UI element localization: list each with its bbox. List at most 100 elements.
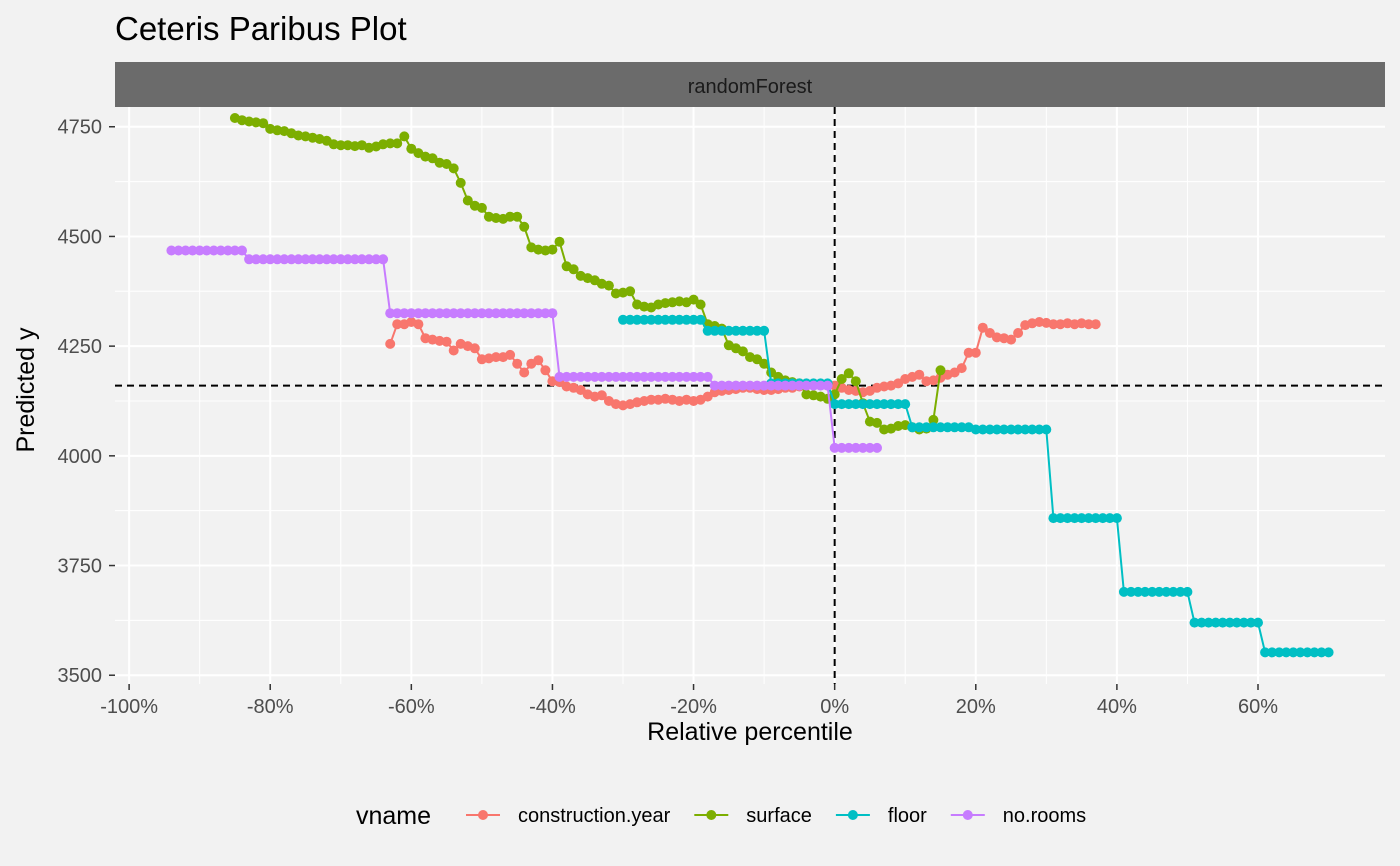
data-point-floor	[737, 325, 748, 336]
data-point-floor	[1189, 617, 1200, 628]
legend-item-no-rooms: no.rooms	[950, 805, 1086, 827]
data-point-surface	[843, 368, 854, 379]
data-point-no-rooms	[540, 308, 551, 319]
data-point-floor	[1034, 424, 1045, 435]
data-point-surface	[335, 140, 346, 151]
data-point-construction-year	[1083, 319, 1094, 330]
data-point-no-rooms	[575, 371, 586, 382]
data-point-no-rooms	[752, 380, 763, 391]
data-point-no-rooms	[674, 371, 685, 382]
data-point-floor	[674, 314, 685, 325]
data-point-floor	[1267, 647, 1278, 658]
data-point-no-rooms	[603, 371, 614, 382]
data-point-no-rooms	[801, 380, 812, 391]
data-point-no-rooms	[766, 380, 777, 391]
legend-title: vname	[356, 802, 431, 830]
series-group	[166, 113, 1334, 658]
data-point-floor	[1168, 586, 1179, 597]
data-point-floor	[1055, 513, 1066, 524]
data-point-floor	[709, 325, 720, 336]
y-tick-label: 4500	[58, 226, 103, 248]
legend-key-point	[706, 810, 717, 820]
data-point-no-rooms	[709, 380, 720, 391]
data-point-no-rooms	[455, 308, 466, 319]
data-point-construction-year	[392, 319, 403, 330]
data-point-floor	[921, 422, 932, 433]
data-point-no-rooms	[667, 371, 678, 382]
data-point-no-rooms	[378, 254, 389, 265]
data-point-floor	[1231, 617, 1242, 628]
data-point-surface	[448, 163, 459, 174]
data-point-floor	[1104, 513, 1115, 524]
data-point-surface	[568, 264, 579, 275]
data-point-no-rooms	[787, 380, 798, 391]
data-point-floor	[1203, 617, 1214, 628]
data-point-no-rooms	[660, 371, 671, 382]
data-point-floor	[900, 399, 911, 410]
data-point-surface	[385, 138, 396, 149]
data-point-surface	[462, 195, 473, 206]
data-point-floor	[1097, 513, 1108, 524]
data-point-no-rooms	[328, 254, 339, 265]
y-axis-title: Predicted y	[12, 327, 40, 453]
data-point-no-rooms	[180, 245, 191, 256]
data-point-no-rooms	[568, 371, 579, 382]
data-point-no-rooms	[476, 308, 487, 319]
data-point-floor	[646, 314, 657, 325]
data-point-floor	[1316, 647, 1327, 658]
data-point-floor	[730, 325, 741, 336]
data-point-no-rooms	[780, 380, 791, 391]
data-point-floor	[618, 314, 628, 325]
data-point-no-rooms	[773, 380, 784, 391]
data-point-construction-year	[413, 319, 424, 330]
data-point-floor	[872, 399, 882, 410]
data-point-surface	[455, 177, 466, 188]
data-point-construction-year	[505, 349, 516, 360]
data-point-floor	[1020, 424, 1031, 435]
data-point-floor	[928, 422, 939, 433]
x-tick-label: -100%	[100, 696, 158, 718]
data-point-surface	[872, 417, 882, 428]
data-point-no-rooms	[342, 254, 353, 265]
legend-key-point	[478, 810, 488, 820]
data-point-no-rooms	[314, 254, 325, 265]
data-point-no-rooms	[244, 254, 255, 265]
data-point-surface	[603, 280, 614, 291]
data-point-no-rooms	[427, 308, 438, 319]
data-point-no-rooms	[596, 371, 607, 382]
data-point-floor	[702, 325, 713, 336]
data-point-no-rooms	[822, 380, 833, 391]
data-point-no-rooms	[392, 308, 403, 319]
data-point-no-rooms	[836, 442, 847, 453]
x-tick-label: 20%	[956, 696, 996, 718]
data-point-no-rooms	[265, 254, 276, 265]
x-tick-label: 60%	[1238, 696, 1278, 718]
legend-item-floor: floor	[835, 805, 927, 827]
data-point-construction-year	[977, 322, 988, 333]
data-point-floor	[893, 399, 904, 410]
data-point-surface	[928, 414, 939, 425]
data-point-floor	[857, 399, 868, 410]
data-point-floor	[660, 314, 671, 325]
data-point-surface	[399, 131, 410, 142]
chart-title: Ceteris Paribus Plot	[115, 10, 407, 47]
data-point-no-rooms	[505, 308, 516, 319]
data-point-floor	[829, 399, 840, 410]
data-point-floor	[1217, 617, 1228, 628]
data-point-floor	[1323, 647, 1334, 658]
panel-background	[115, 107, 1385, 684]
y-tick-label: 4000	[58, 446, 103, 468]
data-point-no-rooms	[448, 308, 459, 319]
data-point-construction-year	[914, 369, 925, 380]
data-point-no-rooms	[695, 371, 706, 382]
data-point-no-rooms	[187, 245, 198, 256]
data-point-floor	[850, 399, 861, 410]
data-point-no-rooms	[872, 442, 882, 453]
data-point-no-rooms	[498, 308, 509, 319]
x-axis-ticks: -100% -80% -60% -40% -20% 0% 20% 40% 60%	[100, 684, 1278, 718]
data-point-floor	[1210, 617, 1221, 628]
data-point-surface	[547, 244, 558, 255]
data-point-floor	[1126, 586, 1136, 597]
y-tick-label: 3750	[58, 556, 103, 578]
data-point-floor	[695, 314, 706, 325]
